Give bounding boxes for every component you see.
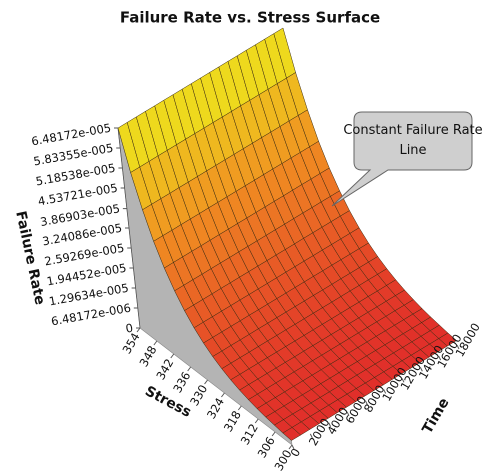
- stress-tick: [153, 340, 158, 346]
- stress-tick-label: 342: [153, 356, 176, 382]
- time-tick: [328, 422, 332, 428]
- callout-line: Line: [399, 143, 426, 158]
- z-tick-label: 0: [124, 321, 134, 336]
- time-tick: [383, 389, 387, 394]
- stress-tick-label: 336: [170, 369, 193, 395]
- stress-tick-label: 330: [187, 382, 210, 408]
- surface-cell: [438, 332, 457, 347]
- stress-tick: [221, 392, 225, 398]
- stress-tick-label: 348: [136, 343, 159, 369]
- callout-box: [331, 111, 473, 207]
- stress-tick: [288, 444, 293, 450]
- callout-line: Constant Failure Rate: [343, 123, 482, 138]
- time-axis-title: Time: [419, 395, 452, 436]
- time-tick: [309, 433, 313, 439]
- stress-tick: [136, 327, 141, 333]
- callout-text: Constant Failure Rate Line: [343, 123, 482, 158]
- stress-tick: [170, 353, 175, 359]
- time-tick: [438, 355, 442, 361]
- stress-tick-label: 306: [255, 434, 278, 460]
- stress-tick-label: 354: [120, 330, 143, 356]
- time-tick: [456, 344, 460, 350]
- callout: Constant Failure Rate Line: [331, 111, 483, 207]
- time-tick: [364, 400, 368, 405]
- stress-tick: [237, 405, 242, 411]
- stress-tick-label: 324: [204, 395, 227, 421]
- time-tick: [291, 444, 295, 450]
- stress-tick-label: 312: [238, 421, 261, 447]
- time-tick: [401, 378, 405, 383]
- time-tick: [346, 411, 350, 416]
- stress-tick: [254, 418, 259, 424]
- time-tick: [419, 366, 423, 372]
- stress-tick: [204, 379, 208, 385]
- stress-tick-label: 318: [221, 408, 244, 434]
- stress-tick: [271, 431, 276, 437]
- chart-title: Failure Rate vs. Stress Surface: [120, 9, 380, 27]
- stress-tick: [187, 366, 192, 372]
